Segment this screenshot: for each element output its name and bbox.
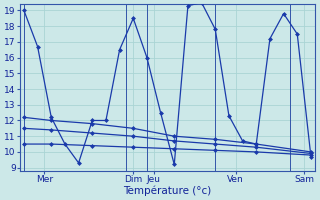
X-axis label: Température (°c): Température (°c): [123, 185, 212, 196]
